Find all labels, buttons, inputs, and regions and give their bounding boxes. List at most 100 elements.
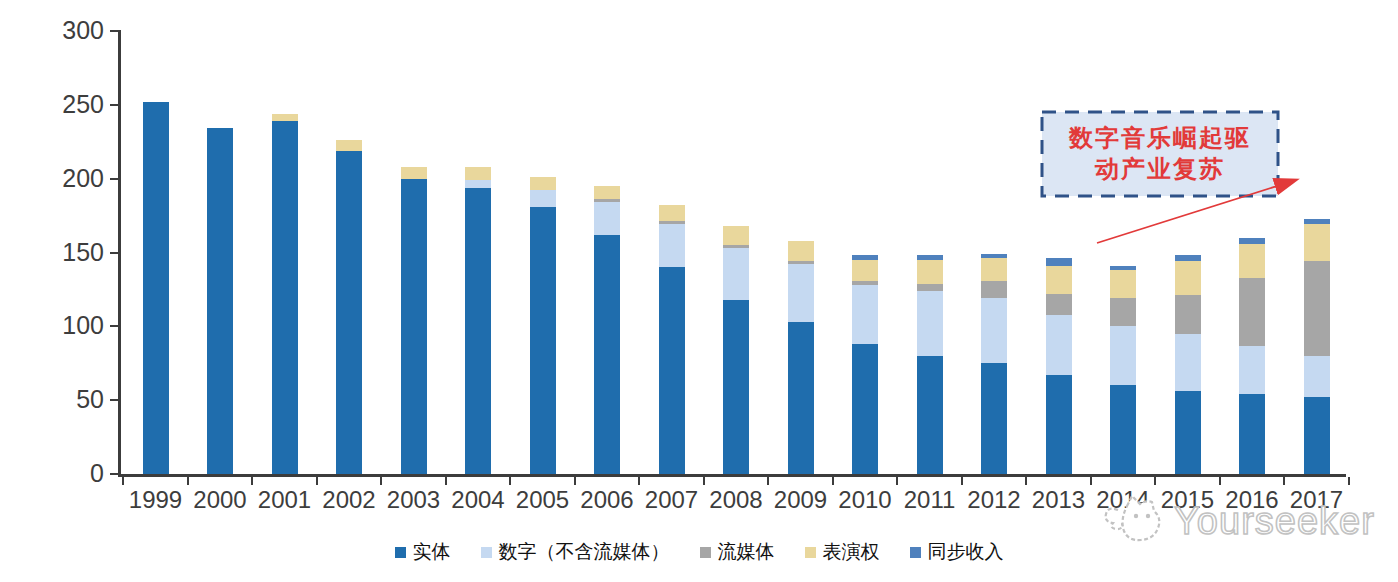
legend-swatch-icon	[805, 547, 816, 558]
bar-segment-2011	[917, 291, 943, 356]
x-axis-tick	[445, 477, 447, 485]
legend-swatch-icon	[395, 547, 406, 558]
legend-label: 同步收入	[928, 541, 1004, 563]
x-axis-tick	[1025, 477, 1027, 485]
x-axis-tick	[638, 477, 640, 485]
bar-segment-2003	[401, 167, 427, 179]
x-axis-tick	[1219, 477, 1221, 485]
y-axis-tick	[110, 399, 119, 401]
x-axis-tick	[251, 477, 253, 485]
y-axis-tick-label: 300	[28, 18, 104, 43]
bar-segment-1999	[143, 102, 169, 474]
x-axis-label: 2002	[316, 487, 382, 513]
y-axis-tick	[110, 252, 119, 254]
bar-segment-2013	[1046, 266, 1072, 294]
legend-item: 流媒体	[700, 541, 775, 563]
legend-label: 数字（不含流媒体）	[499, 541, 670, 563]
bar-segment-2004	[465, 167, 491, 180]
x-axis-tick	[1348, 477, 1350, 485]
bar-segment-2000	[207, 128, 233, 474]
x-axis-tick	[1090, 477, 1092, 485]
x-axis-label: 2001	[252, 487, 318, 513]
y-axis-line	[118, 30, 121, 477]
x-axis-label: 2008	[703, 487, 769, 513]
x-axis-line	[118, 474, 1346, 477]
bar-segment-2011	[917, 356, 943, 474]
bar-segment-2013	[1046, 375, 1072, 474]
bar-segment-2007	[659, 224, 685, 267]
y-axis-tick-label: 200	[28, 166, 104, 191]
x-axis-tick	[509, 477, 511, 485]
bar-segment-2006	[594, 235, 620, 474]
bar-segment-2016	[1239, 346, 1265, 395]
bar-segment-2008	[723, 226, 749, 245]
bar-segment-2016	[1239, 394, 1265, 474]
legend-label: 表演权	[823, 541, 880, 563]
bar-segment-2010	[852, 281, 878, 285]
bar-segment-2014	[1110, 385, 1136, 474]
bar-segment-2017	[1304, 356, 1330, 397]
x-axis-tick	[767, 477, 769, 485]
bar-segment-2012	[981, 281, 1007, 299]
bar-segment-2015	[1175, 295, 1201, 333]
x-axis-label: 2003	[381, 487, 447, 513]
bar-segment-2011	[917, 260, 943, 284]
y-axis-tick-label: 250	[28, 92, 104, 117]
chart-container: 0501001502002503001999200020012002200320…	[0, 0, 1398, 582]
bar-segment-2013	[1046, 258, 1072, 265]
bar-segment-2007	[659, 267, 685, 474]
legend-swatch-icon	[700, 547, 711, 558]
x-axis-label: 2011	[897, 487, 963, 513]
bar-segment-2009	[788, 261, 814, 264]
bar-segment-2016	[1239, 244, 1265, 278]
x-axis-tick	[896, 477, 898, 485]
bar-segment-2004	[465, 180, 491, 187]
annotation-callout: 数字音乐崛起驱 动产业复苏	[1042, 112, 1278, 196]
x-axis-tick	[380, 477, 382, 485]
x-axis-label: 2009	[768, 487, 834, 513]
x-axis-tick	[316, 477, 318, 485]
y-axis-tick	[110, 104, 119, 106]
cat-logo-icon	[1096, 492, 1172, 550]
bar-segment-2014	[1110, 266, 1136, 270]
bar-segment-2005	[530, 190, 556, 206]
y-axis-tick	[110, 30, 119, 32]
bar-segment-2002	[336, 151, 362, 474]
bar-segment-2009	[788, 264, 814, 322]
bar-segment-2008	[723, 245, 749, 248]
legend-item: 表演权	[805, 541, 880, 563]
bar-segment-2012	[981, 254, 1007, 258]
annotation-line-2: 动产业复苏	[1095, 154, 1225, 185]
legend-item: 数字（不含流媒体）	[481, 541, 670, 563]
bar-segment-2007	[659, 205, 685, 221]
x-axis-label: 2004	[445, 487, 511, 513]
bar-segment-2013	[1046, 315, 1072, 376]
bar-segment-2006	[594, 186, 620, 199]
y-axis-tick-label: 50	[28, 387, 104, 412]
bar-segment-2004	[465, 188, 491, 474]
x-axis-label: 2012	[961, 487, 1027, 513]
x-axis-label: 1999	[123, 487, 189, 513]
y-axis-tick-label: 150	[28, 240, 104, 265]
bar-segment-2007	[659, 221, 685, 224]
x-axis-tick	[1154, 477, 1156, 485]
x-axis-tick	[832, 477, 834, 485]
legend-item: 实体	[395, 541, 451, 563]
y-axis-tick	[110, 325, 119, 327]
x-axis-label: 2010	[832, 487, 898, 513]
bar-segment-2006	[594, 199, 620, 202]
annotation-line-1: 数字音乐崛起驱	[1069, 123, 1251, 154]
bar-segment-2005	[530, 207, 556, 474]
bar-segment-2011	[917, 284, 943, 291]
legend-label: 流媒体	[718, 541, 775, 563]
bar-segment-2016	[1239, 238, 1265, 244]
bar-segment-2009	[788, 241, 814, 262]
x-axis-label: 2005	[510, 487, 576, 513]
bar-segment-2008	[723, 248, 749, 300]
x-axis-label: 2007	[639, 487, 705, 513]
bar-segment-2010	[852, 260, 878, 281]
bar-segment-2016	[1239, 278, 1265, 346]
x-axis-tick	[574, 477, 576, 485]
y-axis-tick-label: 100	[28, 313, 104, 338]
legend-item: 同步收入	[910, 541, 1004, 563]
